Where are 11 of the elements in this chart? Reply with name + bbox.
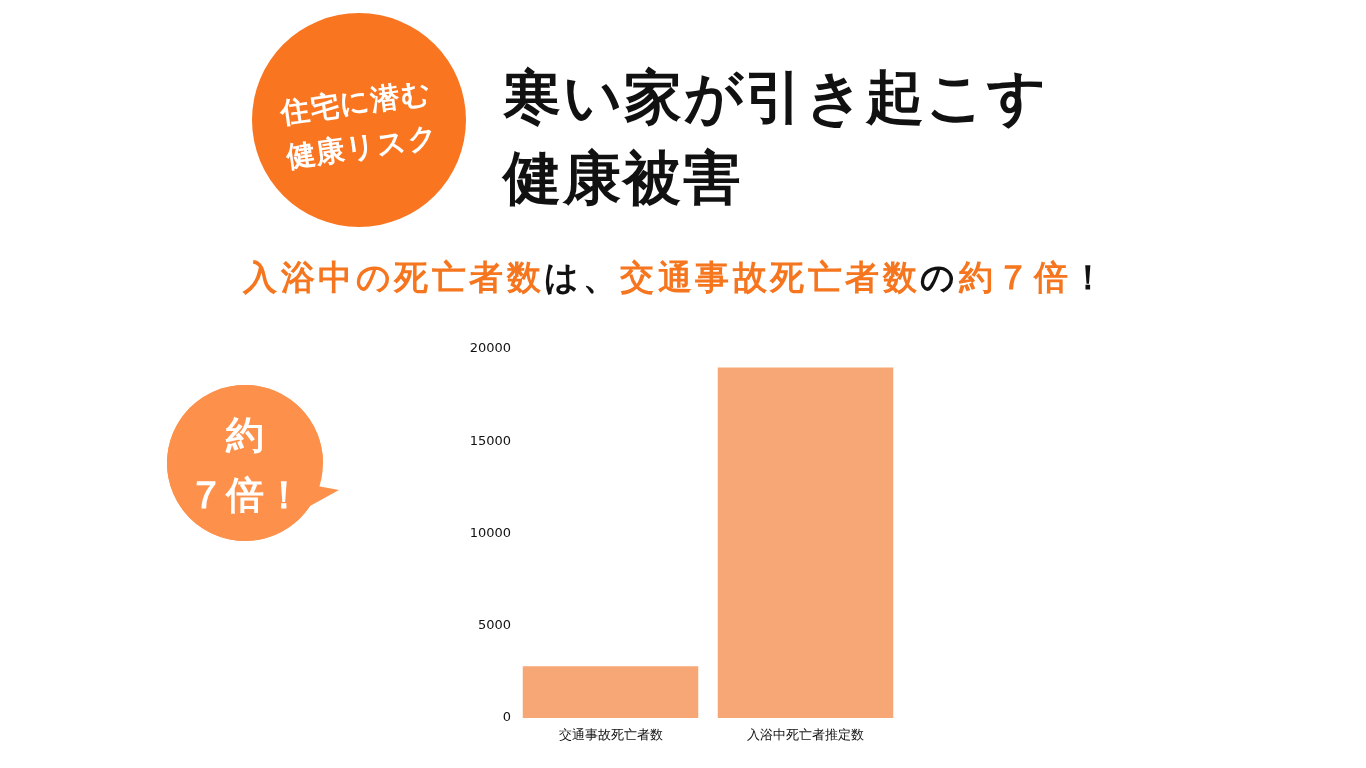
x-tick-label: 入浴中死亡者推定数 [747, 727, 864, 743]
y-tick-label: 20000 [469, 340, 511, 356]
chart-subtitle: 入浴中の死亡者数は、交通事故死亡者数の約７倍！ [243, 257, 1109, 297]
y-tick-label: 10000 [469, 524, 511, 540]
chart-title: 寒い家が引き起こす健康被害 [503, 62, 1049, 214]
x-tick-label: 交通事故死亡者数 [558, 727, 663, 743]
y-tick-label: 0 [502, 709, 511, 725]
text: 約７倍！ [185, 412, 305, 519]
y-tick-label: 5000 [477, 617, 511, 633]
y-tick-label: 15000 [469, 432, 511, 448]
text: 住宅に潜む健康リスク [277, 73, 442, 177]
